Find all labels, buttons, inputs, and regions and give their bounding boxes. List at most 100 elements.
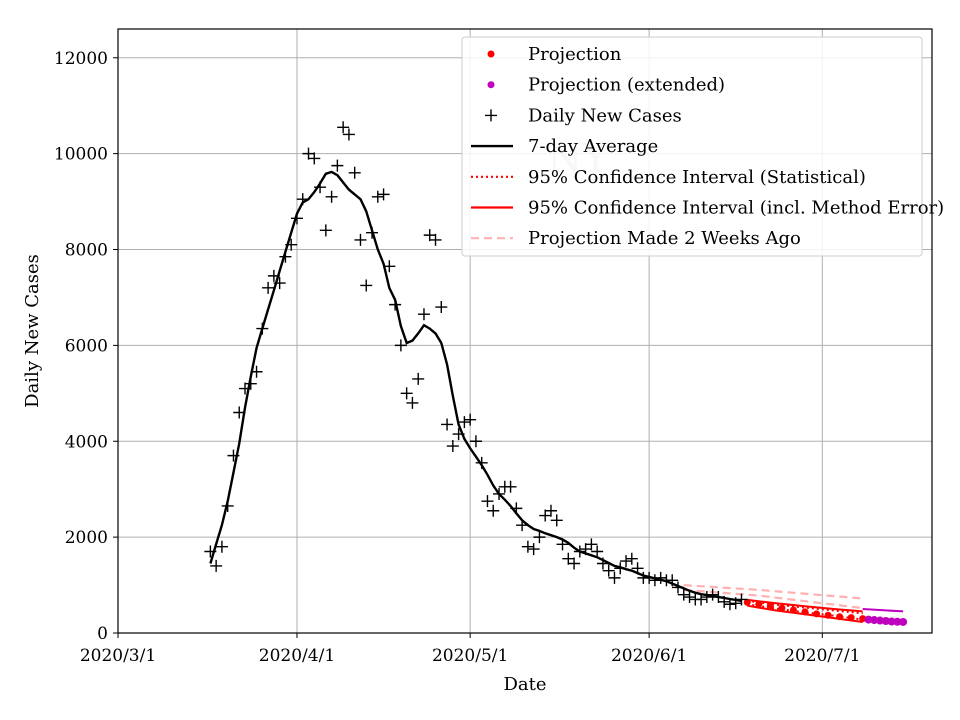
legend-marker-daily — [485, 109, 497, 122]
daily-case-point — [504, 480, 517, 493]
x-tick-label: 2020/3/1 — [80, 646, 156, 666]
projection-extended-point — [870, 616, 879, 625]
daily-case-point — [285, 238, 298, 251]
y-tick-label: 2000 — [65, 528, 108, 548]
y-tick-label: 4000 — [65, 432, 108, 452]
daily-case-point — [487, 504, 500, 517]
projection-point — [778, 604, 786, 612]
daily-case-point — [250, 365, 263, 378]
daily-case-point — [516, 519, 529, 532]
daily-case-point — [539, 509, 552, 522]
y-tick-label: 6000 — [65, 336, 108, 356]
plot-frame — [117, 28, 933, 634]
daily-case-point — [412, 372, 425, 385]
daily-case-point — [550, 514, 563, 527]
daily-case-point — [712, 591, 725, 604]
projection-extended-point — [864, 615, 873, 624]
daily-case-point — [469, 435, 482, 448]
daily-case-point — [533, 531, 546, 544]
daily-case-point — [366, 226, 379, 239]
daily-case-point — [400, 387, 413, 400]
daily-case-point — [239, 382, 252, 395]
daily-case-point — [383, 260, 396, 273]
daily-case-point — [585, 538, 598, 551]
daily-case-point — [591, 545, 604, 558]
y-tick-label: 12000 — [54, 49, 108, 69]
daily-case-point — [695, 593, 708, 606]
projection-extended-point — [899, 617, 908, 626]
old-projection-upper-line — [683, 584, 863, 600]
y-tick-label: 0 — [97, 624, 108, 644]
projection-point — [801, 608, 809, 616]
legend-label: 95% Confidence Interval (incl. Method Er… — [528, 198, 944, 219]
legend-label: Projection Made 2 Weeks Ago — [528, 228, 801, 249]
projection-point — [743, 598, 751, 606]
daily-case-point — [677, 588, 690, 601]
daily-case-point — [215, 540, 228, 553]
daily-case-point — [458, 416, 471, 429]
projection-point — [789, 606, 797, 614]
daily-case-point — [648, 574, 661, 587]
extended-upper-line — [862, 608, 904, 613]
x-tick-label: 2020/5/1 — [432, 646, 508, 666]
legend-marker-projection-extended — [487, 81, 495, 89]
projection-point — [836, 613, 844, 621]
daily-case-point — [204, 545, 217, 558]
daily-case-point — [643, 571, 656, 584]
daily-case-point — [683, 591, 696, 604]
legend-label: Daily New Cases — [528, 105, 682, 126]
legend: Projection Projection (extended) Daily New… — [461, 36, 944, 257]
daily-case-point — [620, 555, 633, 568]
y-axis-label: Daily New Cases — [22, 254, 43, 408]
daily-case-point — [614, 562, 627, 575]
daily-case-point — [348, 166, 361, 179]
daily-case-point — [296, 193, 309, 206]
daily-case-point — [262, 281, 275, 294]
daily-case-point — [568, 557, 581, 570]
daily-case-point — [377, 188, 390, 201]
x-tick-label: 2020/6/1 — [611, 646, 687, 666]
daily-case-point — [273, 277, 286, 290]
daily-case-point — [602, 564, 615, 577]
daily-case-point — [666, 574, 679, 587]
projection-point — [766, 602, 774, 610]
legend-label: Projection (extended) — [528, 75, 725, 96]
plot-area — [204, 121, 908, 626]
daily-case-point — [452, 428, 465, 441]
daily-case-point — [227, 449, 240, 462]
daily-case-point — [429, 233, 442, 246]
x-tick-label: 2020/7/1 — [784, 646, 860, 666]
x-axis-label: Date — [503, 674, 546, 695]
daily-case-point — [267, 269, 280, 282]
daily-case-point — [562, 552, 575, 565]
projection-point — [847, 614, 855, 622]
old-projection-lower-line — [683, 588, 863, 610]
daily-case-point — [510, 502, 523, 515]
daily-case-point — [700, 591, 713, 604]
legend-label: 7-day Average — [528, 136, 658, 157]
x-tick-label: 2020/4/1 — [259, 646, 335, 666]
daily-case-point — [221, 499, 234, 512]
y-tick-label: 8000 — [65, 241, 108, 261]
daily-case-point — [308, 152, 321, 165]
daily-case-point — [671, 581, 684, 594]
daily-case-point — [256, 322, 269, 335]
daily-case-point — [233, 406, 246, 419]
daily-case-point — [244, 377, 257, 390]
daily-case-point — [423, 229, 436, 242]
daily-case-point — [342, 128, 355, 141]
daily-case-point — [314, 181, 327, 194]
daily-case-point — [573, 545, 586, 558]
projection-extended-point — [893, 617, 902, 626]
daily-case-point — [210, 559, 223, 572]
daily-case-point — [723, 598, 736, 611]
daily-case-point — [625, 552, 638, 565]
daily-case-point — [527, 543, 540, 556]
projection-point — [859, 615, 867, 623]
daily-case-point — [446, 440, 459, 453]
daily-case-point — [475, 456, 488, 469]
projection-point — [824, 611, 832, 619]
daily-case-point — [417, 308, 430, 321]
legend-label: 95% Confidence Interval (Statistical) — [528, 167, 866, 188]
